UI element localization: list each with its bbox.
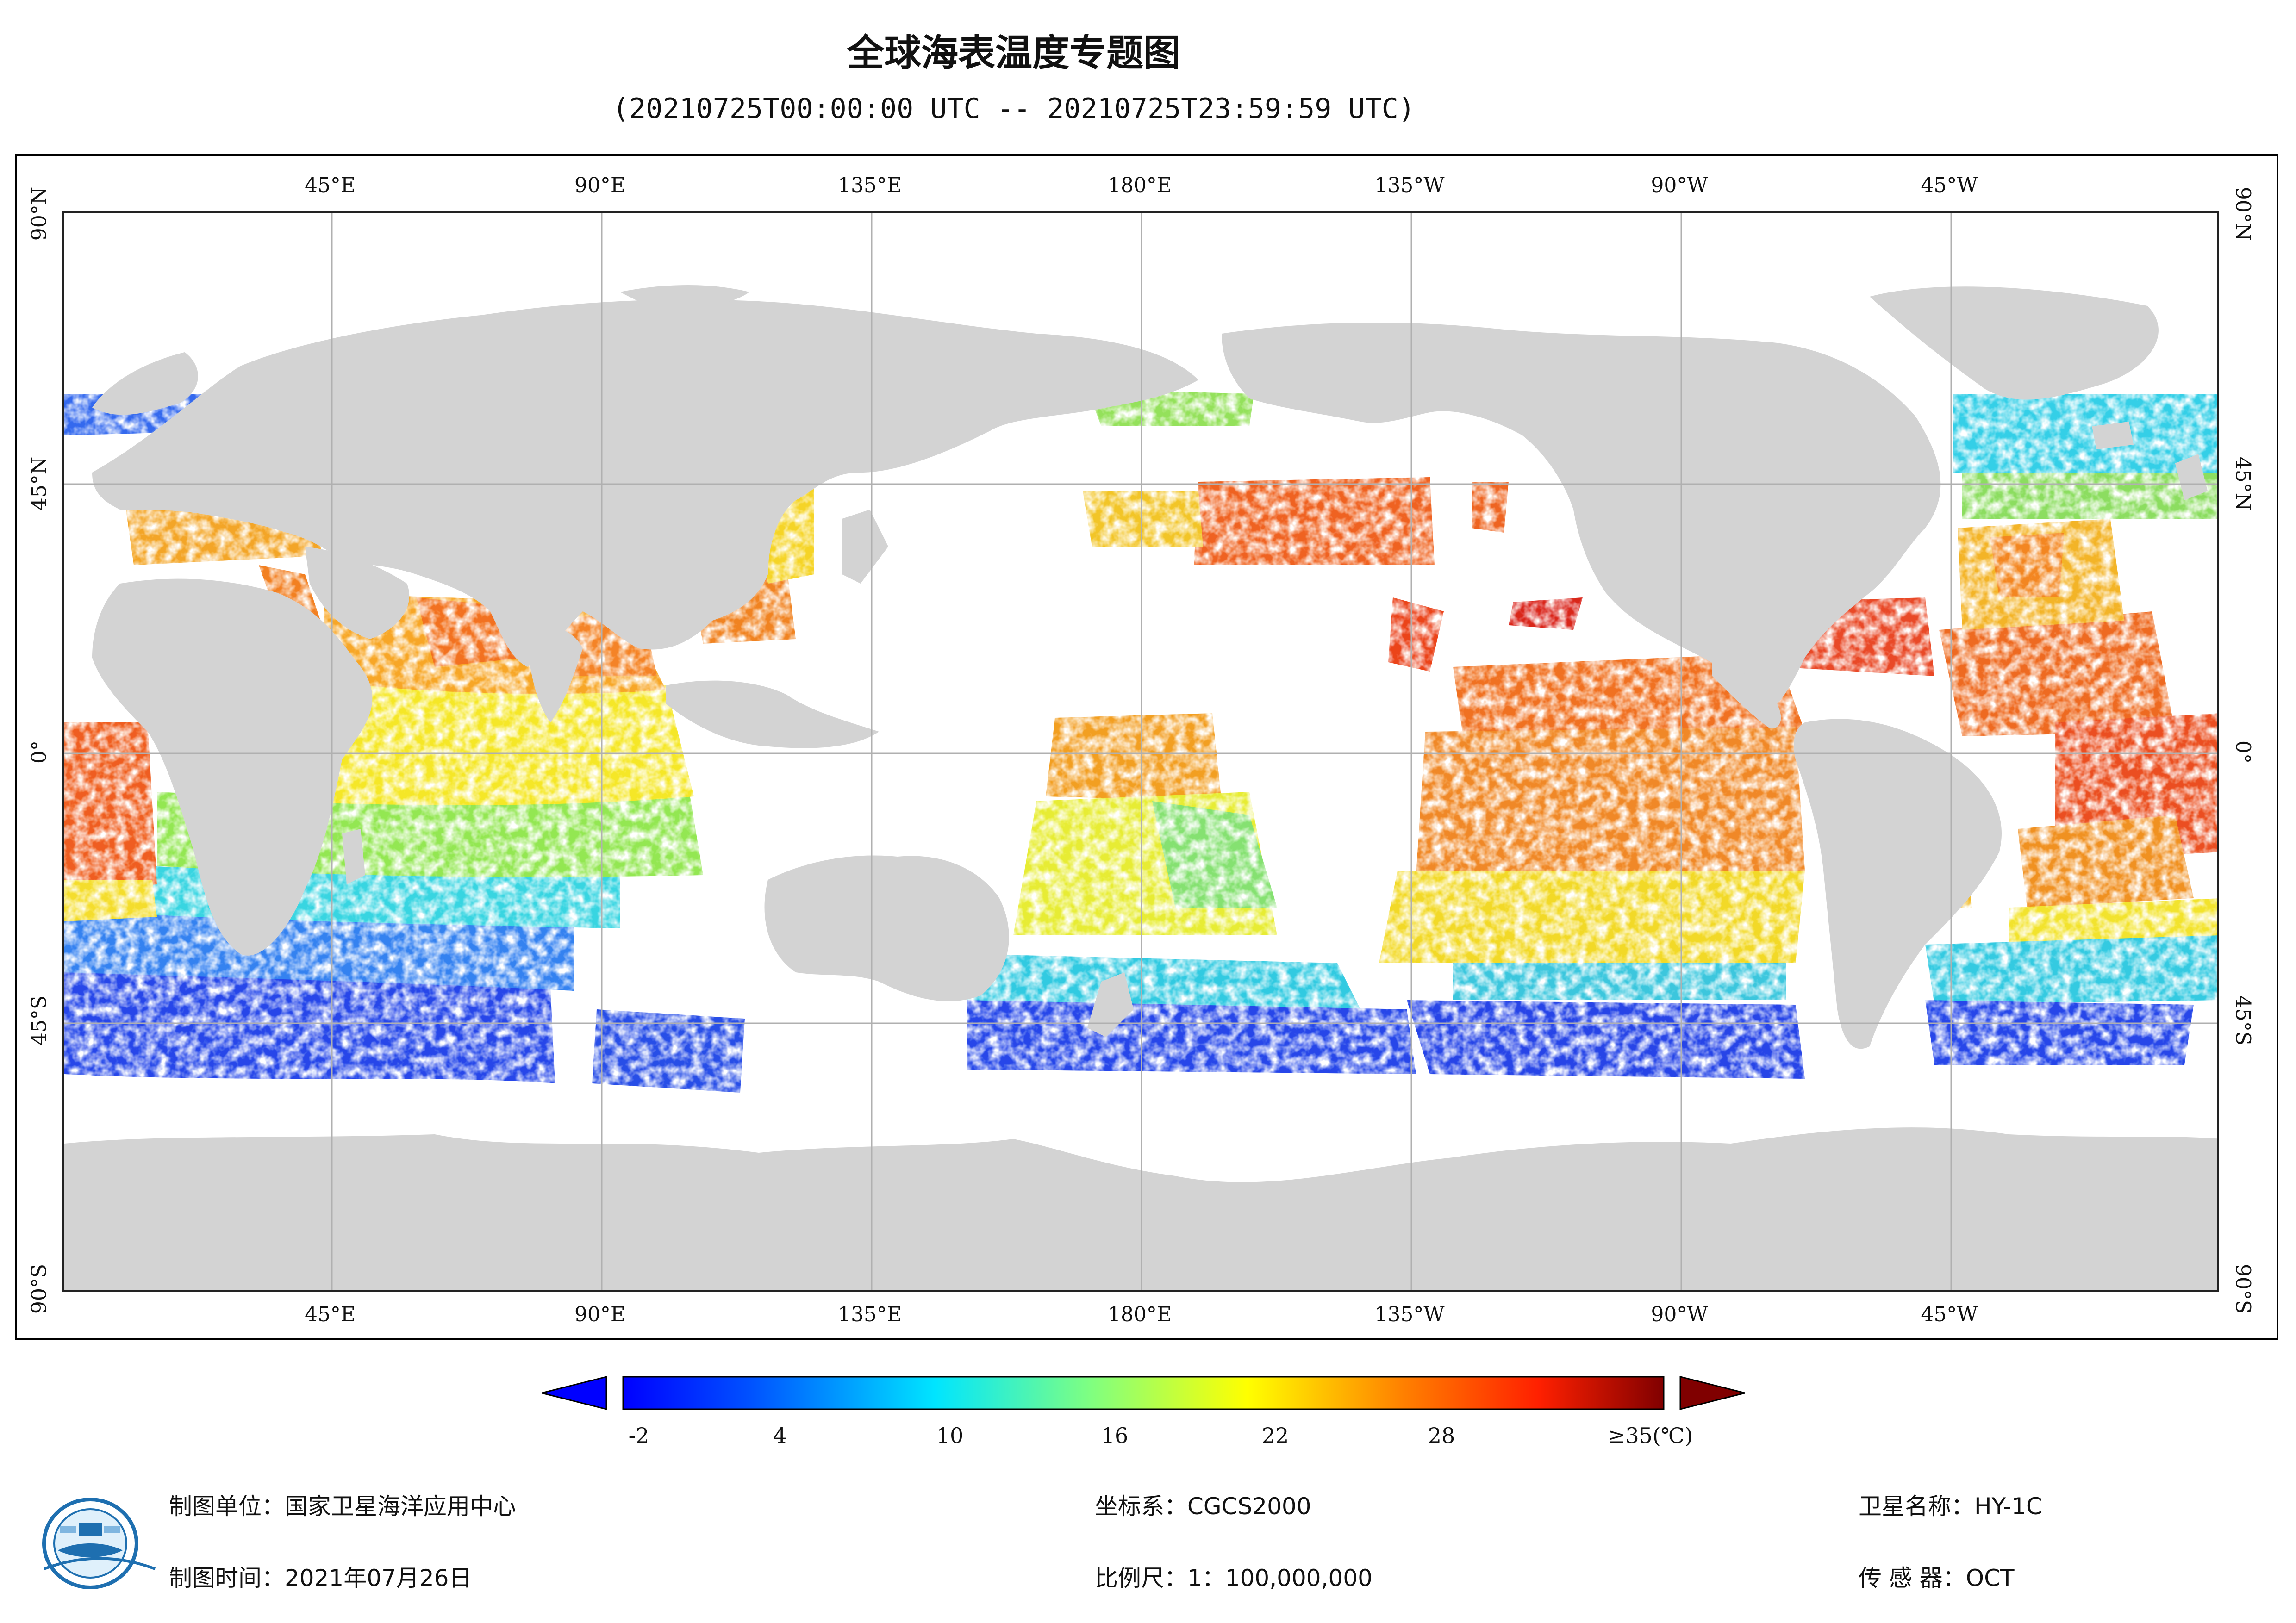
land-greenland [1870, 286, 2159, 400]
nsoas-logo-icon [35, 1490, 160, 1592]
land-madagascar [342, 829, 365, 884]
bottom-tick-45e: 45°E [304, 1303, 356, 1326]
land-north-america [1222, 323, 1941, 704]
bottom-tick-135w: 135°W [1374, 1303, 1445, 1326]
left-tick-90n: 90°N [27, 187, 51, 241]
land-eurasia [92, 299, 1198, 667]
bottom-tick-90w: 90°W [1651, 1303, 1708, 1326]
sst-southern-indian-blue [64, 908, 574, 991]
left-tick-45n: 45°N [27, 456, 51, 511]
top-tick-90w: 90°W [1651, 174, 1708, 197]
bottom-tick-45w: 45°W [1921, 1303, 1978, 1326]
top-tick-45w: 45°W [1921, 174, 1978, 197]
land-arctic-islands [620, 285, 749, 308]
land-se-asia-islands [666, 680, 879, 748]
footer-scale: 比例尺：1：100,000,000 [1095, 1565, 1373, 1592]
sst-central-pacific-orange [1046, 713, 1222, 801]
sst-gulf-stream [1990, 533, 2064, 597]
land-arabia [305, 547, 410, 639]
right-tick-90n: 90°N [2231, 187, 2255, 241]
top-tick-45e: 45°E [304, 174, 356, 197]
colorbar-label-16: 16 [1101, 1423, 1129, 1448]
colorbar-over-arrow [1679, 1376, 1746, 1410]
sst-baja-red [1509, 597, 1583, 630]
sst-gulf-of-guinea [64, 722, 157, 894]
sst-e-pacific-orange-2 [1416, 727, 1805, 875]
land-south-america [1794, 719, 2002, 1049]
sst-e-pacific-cyan [1453, 963, 1786, 1000]
map-subtitle: (20210725T00:00:00 UTC -- 20210725T23:59… [612, 93, 1415, 125]
sst-s-atlantic-blue [1925, 1000, 2194, 1065]
map-frame [15, 154, 2278, 1340]
top-tick-135e: 135°E [837, 174, 902, 197]
top-tick-135w: 135°W [1374, 174, 1445, 197]
sst-atlantic-n-orange [1939, 611, 2175, 736]
colorbar-label-4: 4 [773, 1423, 787, 1448]
colorbar-gradient [622, 1376, 1665, 1410]
land-scandinavia [92, 352, 198, 415]
sst-s-pacific-blue [967, 1000, 1416, 1074]
sst-s-atlantic-yellow [2009, 898, 2217, 945]
colorbar-label-22: 22 [1261, 1423, 1289, 1448]
sst-indian-south-blue-2 [592, 1009, 745, 1093]
sst-alaska-edge [1472, 482, 1509, 533]
land-uk [2175, 454, 2208, 500]
bottom-tick-90e: 90°E [574, 1303, 626, 1326]
footer-crs: 坐标系：CGCS2000 [1095, 1493, 1311, 1520]
right-tick-90s: 90°S [2231, 1263, 2255, 1314]
right-tick-45n: 45°N [2231, 456, 2255, 511]
map-canvas [64, 213, 2217, 1290]
top-tick-180: 180°E [1107, 174, 1172, 197]
sst-e-pacific-yellow [1379, 871, 1805, 963]
bottom-tick-135e: 135°E [837, 1303, 902, 1326]
map-area[interactable] [62, 211, 2219, 1292]
land-iceland [2092, 422, 2134, 449]
sst-n-atlantic-cyan [1953, 394, 2217, 473]
land-japan [842, 510, 888, 584]
graticule [64, 213, 2217, 1290]
left-tick-0: 0° [27, 740, 51, 764]
bottom-tick-180: 180°E [1107, 1303, 1172, 1326]
footer-sensor: 传 感 器：OCT [1859, 1565, 2015, 1592]
sst-s-pacific-cyan [967, 954, 1360, 1009]
land-central-america [1712, 653, 1781, 728]
sst-s-atlantic-cyan [1925, 935, 2217, 1005]
footer-producer: 制图单位：国家卫星海洋应用中心 [169, 1493, 516, 1520]
land-indian-subcontinent [527, 626, 583, 722]
left-tick-45s: 45°S [27, 995, 51, 1046]
right-tick-0: 0° [2231, 740, 2255, 764]
colorbar-label-10: 10 [936, 1423, 964, 1448]
left-tick-90s: 90°S [27, 1263, 51, 1314]
colorbar-label-28: 28 [1428, 1423, 1455, 1448]
top-tick-90e: 90°E [574, 174, 626, 197]
sst-e-pacific-blue [1407, 1000, 1805, 1079]
land-africa [92, 578, 373, 956]
sst-n-pacific-orange [1194, 477, 1435, 565]
colorbar-label-neg2: -2 [628, 1423, 649, 1448]
colorbar-label-max: ≥35(℃) [1607, 1423, 1693, 1448]
land-new-zealand [1087, 972, 1134, 1037]
map-title: 全球海表温度专题图 [847, 31, 1180, 75]
right-tick-45s: 45°S [2231, 995, 2255, 1046]
colorbar-under-arrow [541, 1376, 607, 1410]
footer-satellite: 卫星名称：HY-1C [1859, 1493, 2042, 1520]
footer-date: 制图时间：2021年07月26日 [169, 1565, 472, 1592]
sst-s-atlantic-orange [2018, 815, 2194, 908]
sst-n-pacific-yellow [1083, 491, 1203, 547]
land-australia [764, 855, 1009, 1001]
sst-s-atlantic-yellow-left [64, 880, 157, 921]
sst-central-pacific-green [1152, 801, 1277, 908]
colorbar [541, 1374, 1746, 1430]
sst-ca-current [1388, 597, 1444, 672]
